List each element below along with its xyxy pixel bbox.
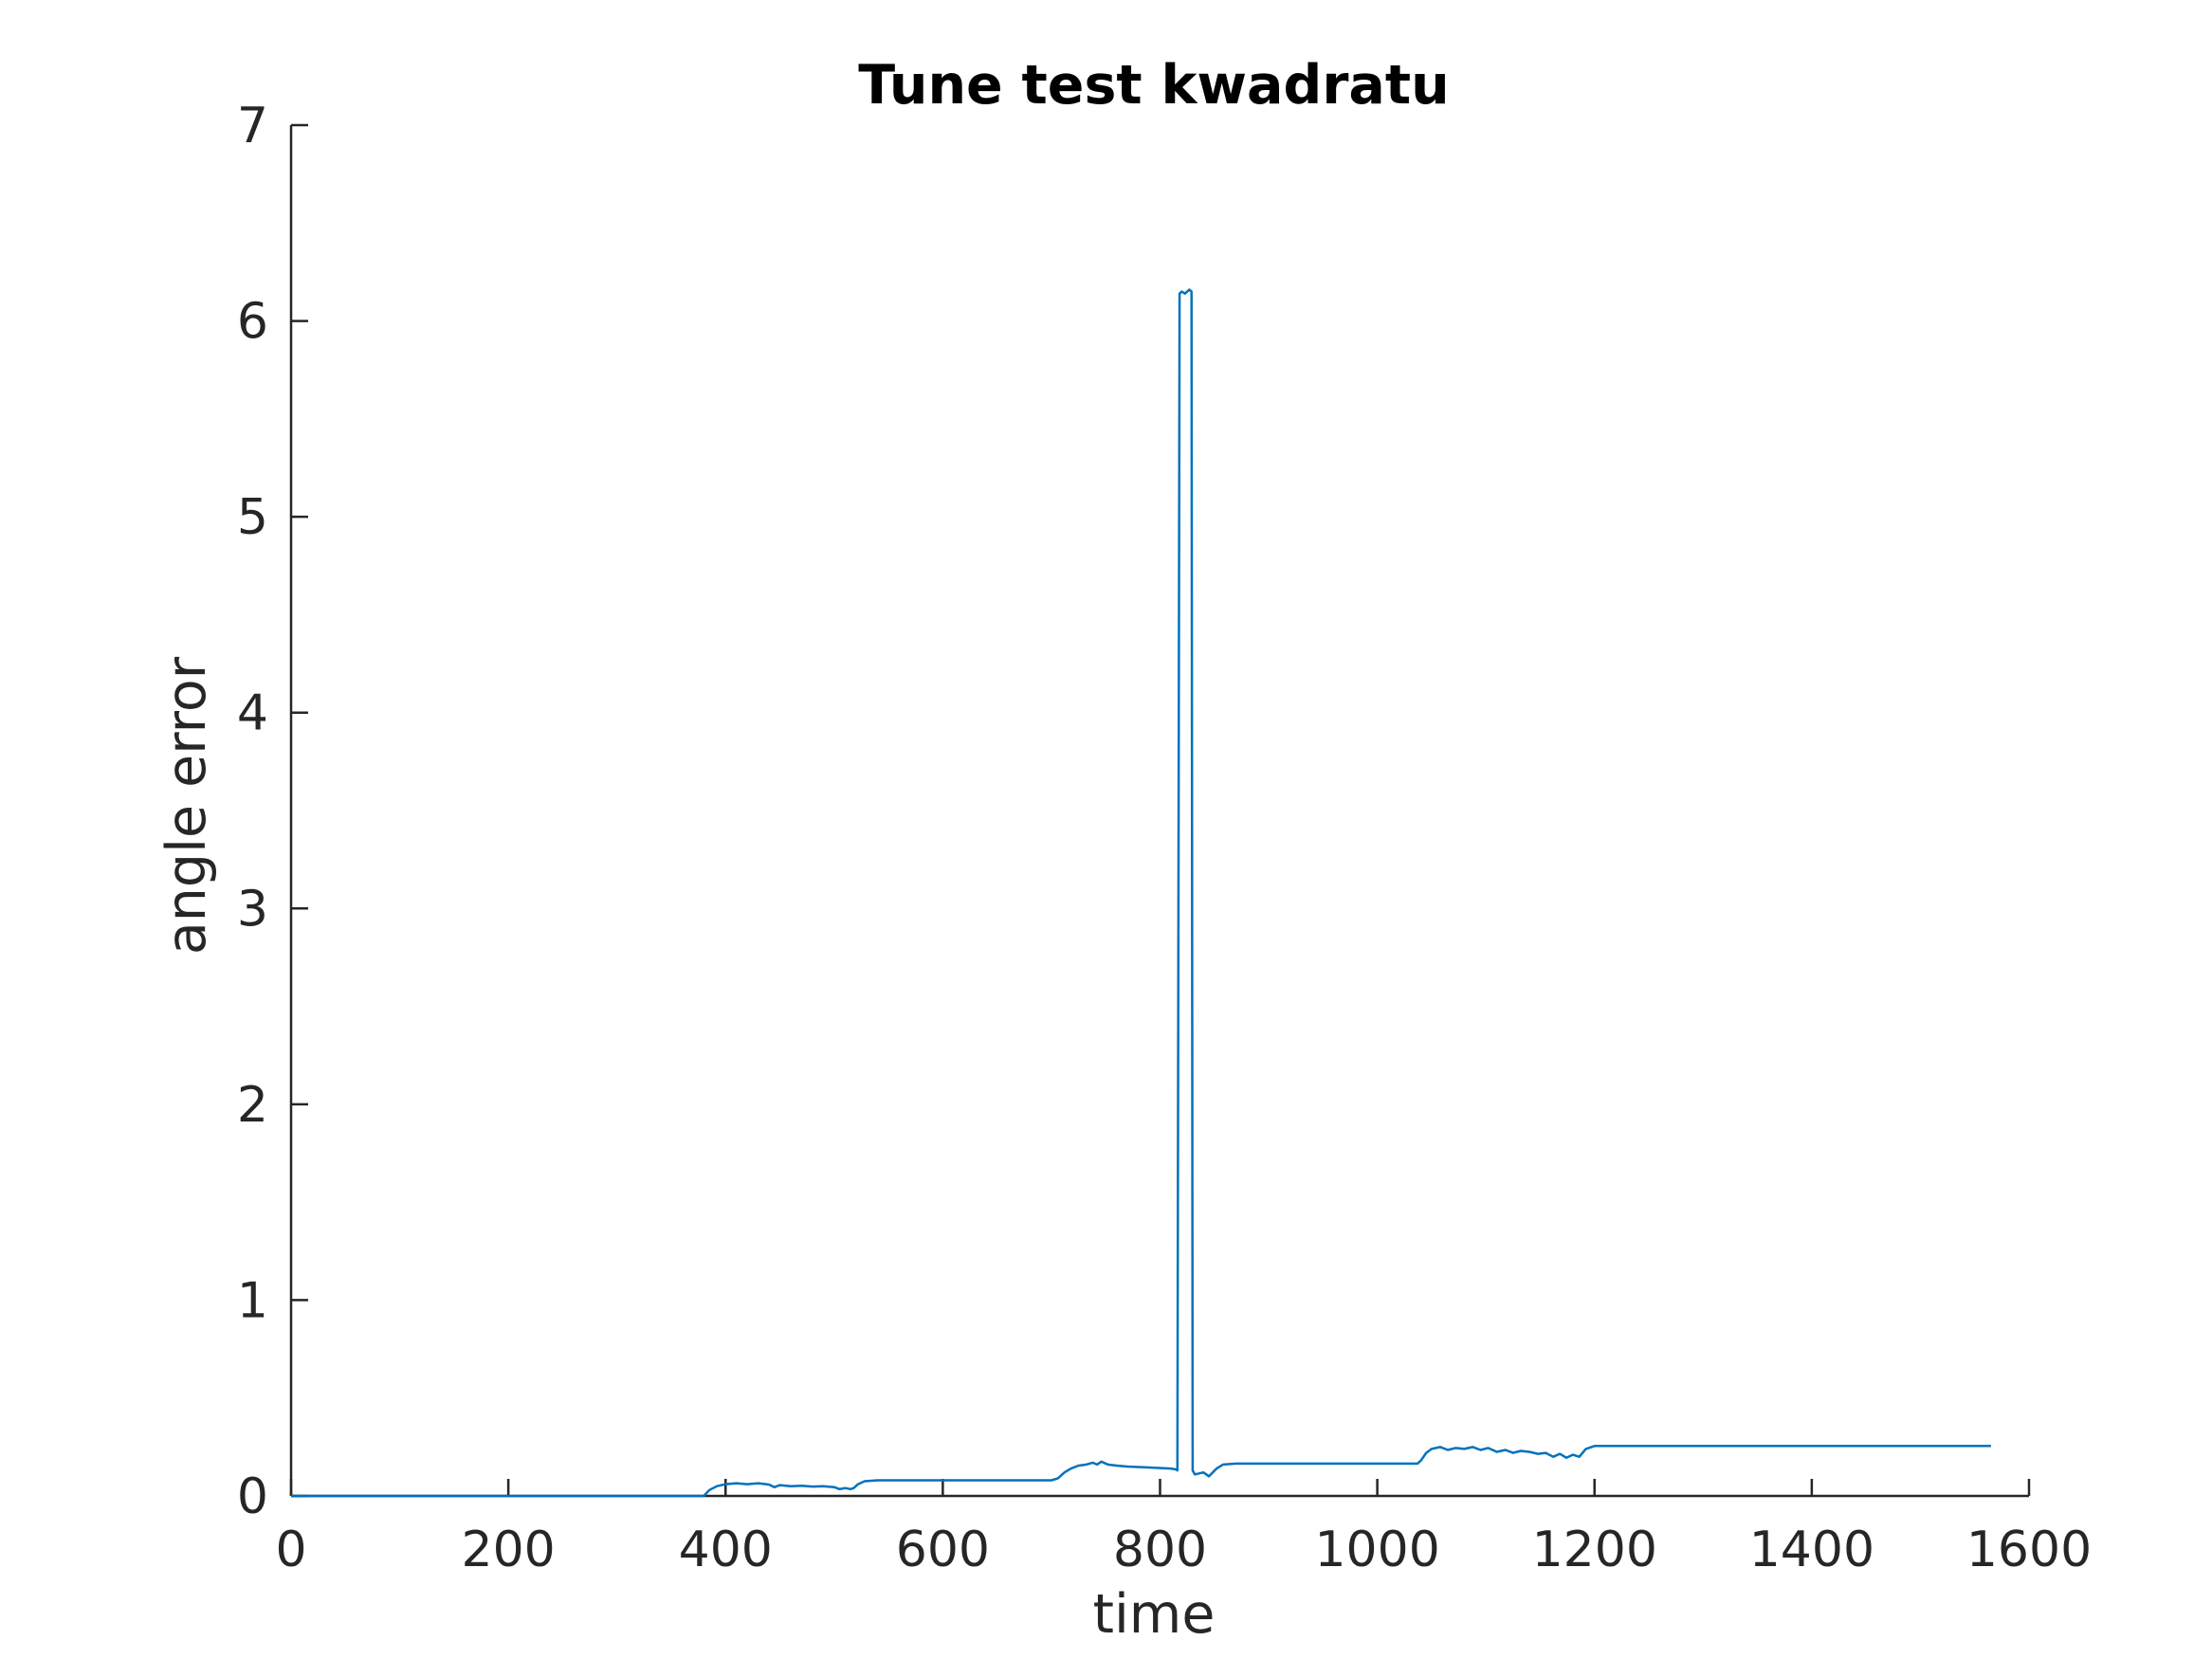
x-tick-label: 1000 bbox=[1314, 1522, 1439, 1578]
x-tick-label: 1400 bbox=[1749, 1522, 1874, 1578]
series-line bbox=[291, 288, 1991, 1498]
y-tick-label: 6 bbox=[237, 294, 268, 351]
chart-title: Tune test kwadratu bbox=[858, 54, 1449, 117]
x-tick-label: 1600 bbox=[1966, 1522, 2092, 1578]
y-axis-label: angle error bbox=[155, 656, 218, 955]
x-tick-label: 1200 bbox=[1532, 1522, 1657, 1578]
x-axis-label: time bbox=[1093, 1583, 1216, 1646]
x-tick-label: 0 bbox=[275, 1522, 306, 1578]
y-tick-label: 4 bbox=[237, 685, 268, 742]
x-tick-label: 600 bbox=[896, 1522, 990, 1578]
x-tick-label: 200 bbox=[461, 1522, 555, 1578]
y-tick-label: 7 bbox=[237, 98, 268, 155]
y-tick-label: 1 bbox=[237, 1272, 268, 1329]
x-tick-label: 800 bbox=[1113, 1522, 1207, 1578]
y-tick-label: 5 bbox=[237, 489, 268, 546]
y-tick-label: 3 bbox=[237, 881, 268, 938]
y-tick-label: 2 bbox=[237, 1077, 268, 1134]
y-tick-label: 0 bbox=[237, 1468, 268, 1525]
x-axis-ticks: 0 200 400 600 800 1000 1200 1400 1600 bbox=[275, 1479, 2092, 1578]
x-tick-label: 400 bbox=[679, 1522, 773, 1578]
